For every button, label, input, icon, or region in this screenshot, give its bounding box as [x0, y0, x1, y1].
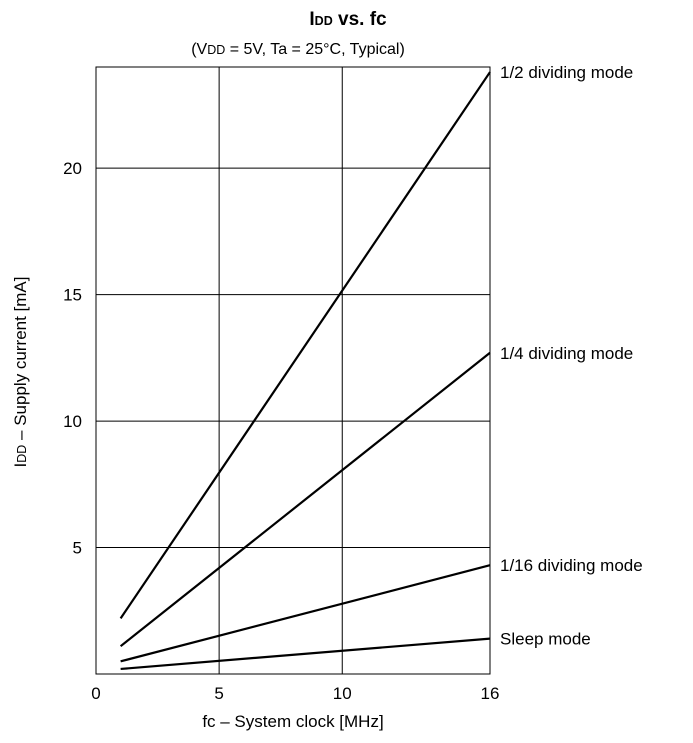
- series-label: 1/2 dividing mode: [500, 63, 633, 82]
- grid: [96, 67, 490, 674]
- ticks: 0 5 10 16 5 10 15 20: [63, 159, 499, 703]
- series-line: [120, 637, 491, 671]
- series-label: 1/4 dividing mode: [500, 344, 633, 363]
- x-tick-label: 16: [481, 684, 500, 703]
- x-tick-label: 0: [91, 684, 100, 703]
- chart-subtitle: (VDD = 5V, Ta = 25°C, Typical): [191, 41, 405, 58]
- series-labels: 1/2 dividing mode 1/4 dividing mode 1/16 d…: [500, 63, 643, 649]
- y-tick-label: 15: [63, 286, 82, 305]
- x-tick-label: 5: [214, 684, 223, 703]
- series-label: Sleep mode: [500, 630, 591, 649]
- y-tick-label: 10: [63, 412, 82, 431]
- series-line: [119, 351, 491, 648]
- y-tick-label: 20: [63, 159, 82, 178]
- series-label: 1/16 dividing mode: [500, 556, 643, 575]
- series-lines: [119, 71, 491, 671]
- plot-frame: [95, 66, 491, 675]
- x-axis-label: fc – System clock [MHz]: [202, 712, 383, 731]
- x-tick-label: 10: [333, 684, 352, 703]
- y-axis-label: IDD – Supply current [mA]: [11, 277, 30, 468]
- chart-title: IDD vs. fc: [309, 9, 387, 30]
- series-line: [119, 71, 491, 619]
- y-tick-label: 5: [73, 539, 82, 558]
- series-line: [120, 564, 491, 663]
